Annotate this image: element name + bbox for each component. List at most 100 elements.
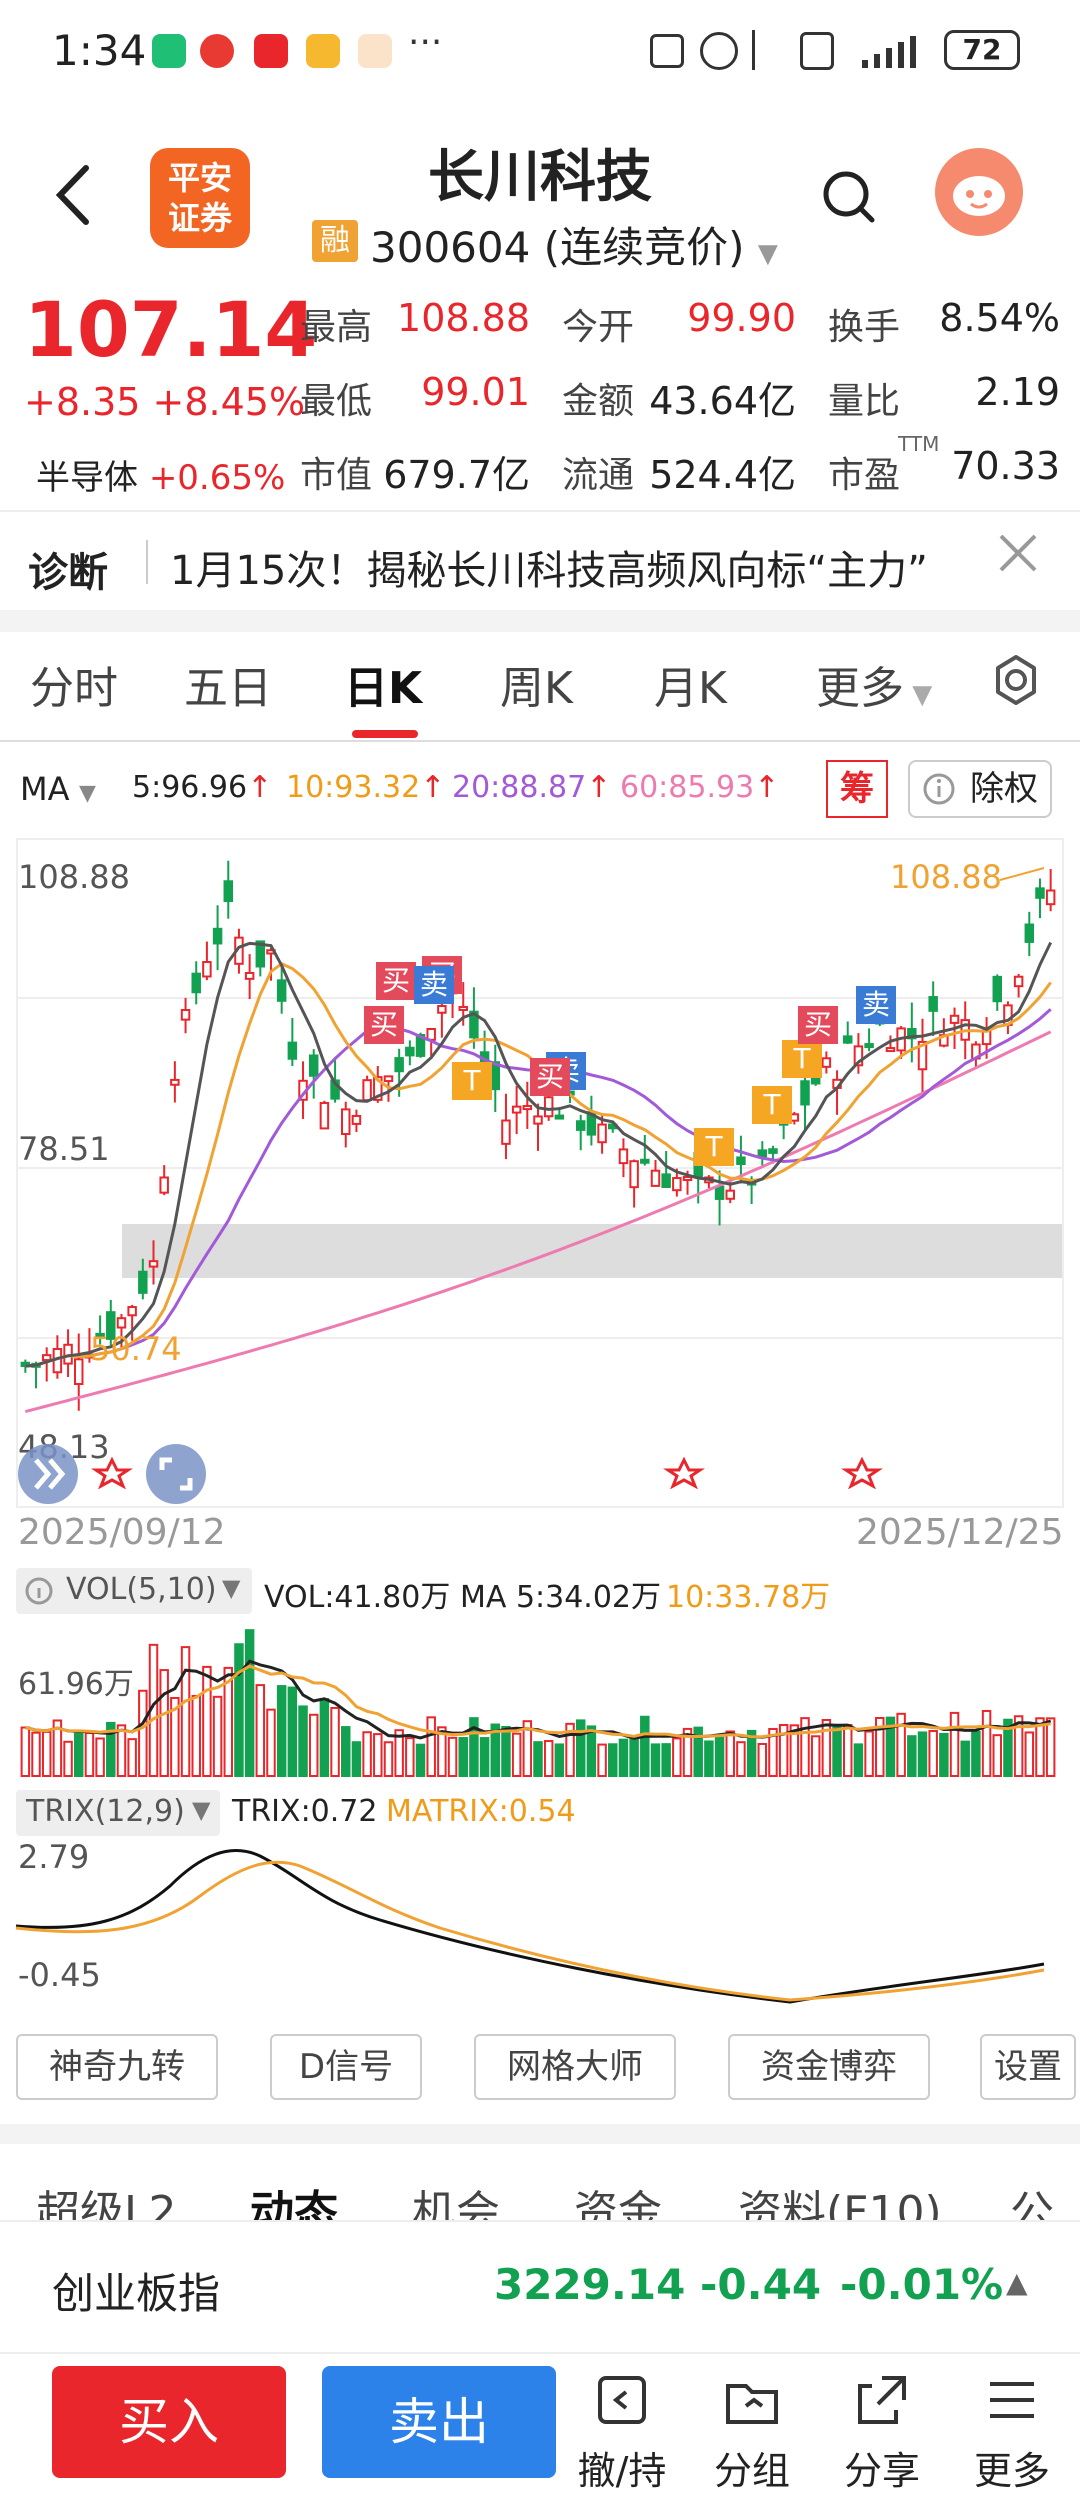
candle-body <box>928 996 938 1012</box>
kline-chart[interactable]: 买 买 卖 买 T 卖 买 T T T 买 卖 108.88 78.51 48.… <box>0 838 1080 1508</box>
tab-intraday[interactable]: 分时 <box>30 663 118 714</box>
event-star-icon[interactable] <box>841 1456 883 1490</box>
close-icon[interactable] <box>995 530 1041 576</box>
back-arrow-icon[interactable] <box>48 160 98 230</box>
t-signal[interactable]: T <box>782 1040 822 1078</box>
volume-value: VOL:41.80万 <box>264 1580 451 1615</box>
t-signal[interactable]: T <box>752 1086 792 1124</box>
buy-button[interactable]: 买入 <box>52 2366 286 2478</box>
volume-bar <box>853 1743 864 1778</box>
volume-bar <box>394 1729 404 1777</box>
volume-bar <box>682 1727 693 1777</box>
group-label: 分组 <box>713 2449 790 2493</box>
magic-nine-button[interactable]: 神奇九转 <box>16 2034 218 2100</box>
trix-bottom-label: -0.45 <box>18 1956 101 1994</box>
up-arrow-icon: ↑ <box>754 770 780 805</box>
ma-selector[interactable]: MA ▼ <box>20 770 96 808</box>
stock-code-selector[interactable]: 300604 (连续竞价) ▼ <box>370 214 778 275</box>
ma-label: MA <box>20 770 70 808</box>
volume-bar <box>928 1730 938 1777</box>
candle-body <box>373 1076 383 1101</box>
candle-body <box>842 1035 853 1044</box>
candle-body <box>907 1027 917 1040</box>
volume-chart[interactable]: 61.96万 <box>0 1616 1080 1780</box>
volume-bar <box>212 1695 223 1777</box>
fullscreen-button[interactable] <box>146 1444 206 1504</box>
tab-more[interactable]: 更多 ▼ <box>816 652 932 716</box>
trix-chart[interactable]: 2.79 -0.45 <box>0 1836 1080 2012</box>
candle-body <box>757 1149 768 1158</box>
sector-change[interactable]: 半导体 +0.65% <box>36 450 285 499</box>
volume-bar <box>757 1742 768 1777</box>
candle-body <box>127 1306 137 1317</box>
chip-distribution-button[interactable]: 筹 <box>826 760 888 818</box>
volume-indicator-selector[interactable]: VOL(5,10) ▼ <box>16 1568 252 1614</box>
tab-monthly-k[interactable]: 月K <box>654 663 727 714</box>
gear-icon[interactable] <box>990 654 1042 706</box>
expand-up-icon[interactable]: ▲ <box>1006 2266 1028 2299</box>
t-signal[interactable]: T <box>452 1062 492 1100</box>
diagnosis-headline[interactable]: 1月15次！揭秘长川科技高频风向标“主力” <box>170 548 928 594</box>
logo-line1: 平安 <box>167 159 232 197</box>
ma10-value: 10:93.32↑ <box>286 770 445 805</box>
tab-five-day[interactable]: 五日 <box>184 663 272 714</box>
index-ticker[interactable]: 创业板指 3229.14 -0.44 -0.01% ▲ <box>0 2220 1080 2350</box>
open-value: 99.90 <box>687 296 796 340</box>
event-star-icon[interactable] <box>91 1456 133 1490</box>
volume-bar <box>1035 1717 1045 1777</box>
trix-indicator-selector[interactable]: TRIX(12,9) ▼ <box>16 1790 220 1836</box>
diagnosis-bar[interactable] <box>0 510 1080 610</box>
svg-text:买: 买 <box>370 1008 398 1041</box>
volume-bar <box>447 1736 458 1777</box>
volume-bar <box>736 1741 746 1777</box>
volume-bar <box>426 1716 436 1777</box>
candle-body <box>575 1120 586 1131</box>
ma20-text: 20:88.87 <box>452 770 587 805</box>
candle-body <box>437 1004 447 1014</box>
candle-body <box>276 979 287 1002</box>
withdraw-hold-action[interactable]: 撤/持 <box>562 2360 682 2500</box>
assistant-avatar[interactable] <box>935 148 1023 236</box>
sell-signal[interactable]: 卖 <box>856 986 896 1024</box>
candle-body <box>682 1176 693 1182</box>
sell-button[interactable]: 卖出 <box>322 2366 556 2478</box>
buy-signal[interactable]: 买 <box>798 1006 838 1044</box>
candle-body <box>255 940 266 968</box>
scroll-left-button[interactable] <box>18 1444 78 1504</box>
caret-down-icon: ▼ <box>79 781 96 806</box>
buy-signal[interactable]: 买 <box>376 962 416 1000</box>
margin-badge: 融 <box>312 220 358 262</box>
tab-daily-k[interactable]: 日K <box>344 663 423 714</box>
buy-signal[interactable]: 买 <box>530 1058 570 1096</box>
index-value: 3229.14 <box>494 2260 686 2309</box>
candle-body <box>511 1105 522 1114</box>
volume-bar <box>276 1685 287 1777</box>
withdraw-hold-label: 撤/持 <box>577 2449 667 2493</box>
volume-bar <box>917 1731 928 1777</box>
support-zone <box>122 1224 1062 1278</box>
buy-signal[interactable]: 买 <box>364 1006 404 1044</box>
fund-game-button[interactable]: 资金博弈 <box>728 2034 930 2100</box>
trix-top-label: 2.79 <box>18 1838 89 1876</box>
sell-signal[interactable]: 卖 <box>414 966 454 1004</box>
candle-body <box>1035 887 1045 899</box>
more-action[interactable]: 更多 <box>952 2360 1072 2500</box>
tab-weekly-k[interactable]: 周K <box>500 663 573 714</box>
current-price: 107.14 <box>24 285 318 374</box>
section-separator <box>0 2124 1080 2144</box>
caret-down-icon: ▼ <box>904 680 933 710</box>
kline-mid-axis-label: 78.51 <box>18 1130 110 1168</box>
event-star-icon[interactable] <box>663 1456 705 1490</box>
t-signal[interactable]: T <box>694 1128 734 1166</box>
volume-bar <box>746 1729 757 1778</box>
d-signal-button[interactable]: D信号 <box>270 2034 422 2100</box>
settings-button[interactable]: 设置 <box>980 2034 1076 2100</box>
group-action[interactable]: 分组 <box>692 2360 812 2500</box>
candle-body <box>95 1332 105 1338</box>
volume-bar <box>319 1698 330 1777</box>
grid-master-button[interactable]: 网格大师 <box>474 2034 676 2100</box>
volume-bar <box>778 1723 789 1778</box>
ex-rights-button[interactable]: 除权 <box>908 760 1052 818</box>
search-icon[interactable] <box>820 168 876 224</box>
share-action[interactable]: 分享 <box>822 2360 942 2500</box>
